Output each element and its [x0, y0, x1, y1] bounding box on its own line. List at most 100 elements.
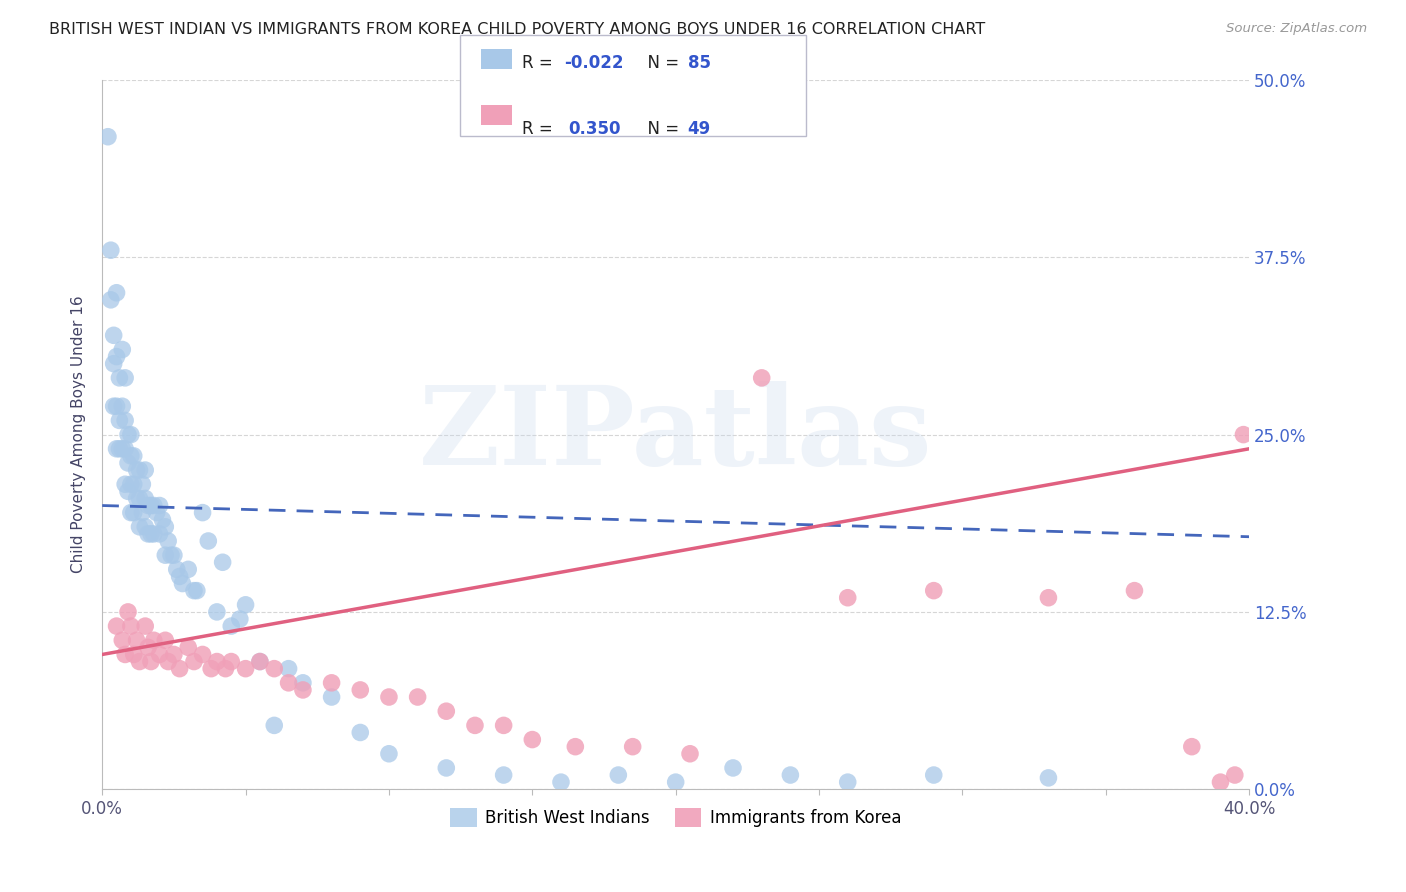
Point	[183, 655, 205, 669]
Point	[152, 513, 174, 527]
Point	[837, 591, 859, 605]
Point	[100, 293, 122, 307]
Point	[229, 612, 252, 626]
Point	[434, 704, 457, 718]
Point	[235, 598, 257, 612]
Point	[148, 527, 170, 541]
Point	[751, 371, 773, 385]
Point	[131, 477, 153, 491]
Point	[163, 648, 186, 662]
Point	[249, 655, 271, 669]
Text: N =: N =	[637, 120, 685, 138]
Text: R =: R =	[522, 120, 562, 138]
Point	[111, 399, 134, 413]
Point	[148, 648, 170, 662]
Point	[564, 739, 586, 754]
Point	[197, 533, 219, 548]
Point	[263, 662, 285, 676]
Point	[492, 768, 515, 782]
Text: R =: R =	[522, 54, 558, 71]
Text: ZIPatlas: ZIPatlas	[419, 381, 932, 488]
Point	[1209, 775, 1232, 789]
Point	[142, 527, 165, 541]
Point	[321, 676, 343, 690]
Point	[136, 527, 159, 541]
Point	[117, 605, 139, 619]
Point	[134, 520, 156, 534]
Point	[97, 129, 120, 144]
Point	[111, 633, 134, 648]
Point	[114, 648, 136, 662]
Point	[134, 491, 156, 506]
Point	[139, 655, 162, 669]
Point	[134, 463, 156, 477]
Point	[186, 583, 208, 598]
Point	[492, 718, 515, 732]
Point	[108, 413, 131, 427]
Point	[105, 350, 128, 364]
Legend: British West Indians, Immigrants from Korea: British West Indians, Immigrants from Ko…	[443, 802, 908, 834]
Point	[177, 562, 200, 576]
Point	[100, 243, 122, 257]
Point	[205, 655, 228, 669]
Point	[1038, 771, 1060, 785]
Point	[145, 506, 167, 520]
Point	[136, 640, 159, 655]
Text: BRITISH WEST INDIAN VS IMMIGRANTS FROM KOREA CHILD POVERTY AMONG BOYS UNDER 16 C: BRITISH WEST INDIAN VS IMMIGRANTS FROM K…	[49, 22, 986, 37]
Point	[114, 442, 136, 456]
Point	[125, 633, 148, 648]
Point	[139, 527, 162, 541]
Point	[117, 484, 139, 499]
Point	[111, 442, 134, 456]
Point	[621, 739, 644, 754]
Point	[120, 427, 142, 442]
Point	[263, 718, 285, 732]
Point	[1038, 591, 1060, 605]
Point	[922, 768, 945, 782]
Point	[169, 662, 191, 676]
Point	[163, 548, 186, 562]
Point	[1123, 583, 1146, 598]
Point	[191, 648, 214, 662]
Point	[721, 761, 744, 775]
Point	[120, 619, 142, 633]
Point	[148, 499, 170, 513]
Point	[277, 662, 299, 676]
Point	[1223, 768, 1246, 782]
Point	[122, 648, 145, 662]
Point	[434, 761, 457, 775]
Point	[155, 520, 177, 534]
Point	[117, 427, 139, 442]
Point	[157, 533, 180, 548]
Point	[378, 690, 401, 704]
Point	[114, 477, 136, 491]
Point	[139, 499, 162, 513]
Point	[136, 499, 159, 513]
Point	[249, 655, 271, 669]
Point	[464, 718, 486, 732]
Point	[1181, 739, 1204, 754]
Point	[142, 633, 165, 648]
Point	[105, 619, 128, 633]
Point	[122, 477, 145, 491]
Point	[172, 576, 194, 591]
Point	[125, 491, 148, 506]
Text: 49: 49	[688, 120, 711, 138]
Point	[160, 548, 183, 562]
Point	[779, 768, 801, 782]
Point	[349, 725, 371, 739]
Point	[114, 413, 136, 427]
Point	[108, 442, 131, 456]
Point	[837, 775, 859, 789]
Point	[103, 399, 125, 413]
Point	[200, 662, 222, 676]
Point	[607, 768, 630, 782]
Point	[321, 690, 343, 704]
Point	[166, 562, 188, 576]
Point	[155, 548, 177, 562]
Y-axis label: Child Poverty Among Boys Under 16: Child Poverty Among Boys Under 16	[72, 296, 86, 574]
Point	[105, 399, 128, 413]
Point	[103, 328, 125, 343]
Point	[550, 775, 572, 789]
Point	[142, 499, 165, 513]
